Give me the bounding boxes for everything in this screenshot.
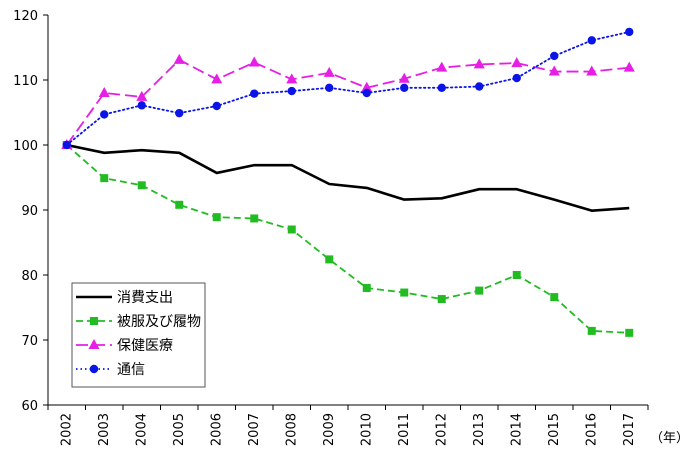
data-point	[137, 101, 146, 110]
data-point	[512, 271, 521, 279]
legend-label: 消費支出	[117, 290, 173, 306]
data-point	[511, 57, 523, 68]
x-tick-label: 2016	[584, 413, 599, 446]
data-point	[175, 108, 184, 118]
x-tick-label: 2014	[509, 413, 524, 446]
data-point	[400, 83, 409, 93]
x-tick-label: 2006	[209, 413, 224, 446]
data-point	[287, 86, 296, 96]
x-tick-label: 2009	[322, 413, 337, 446]
data-point	[475, 286, 484, 295]
series-1	[66, 143, 630, 212]
legend-item: 通信	[76, 362, 145, 378]
x-tick-label: 2012	[434, 413, 449, 446]
data-point	[248, 56, 260, 67]
legend-item: 消費支出	[76, 290, 173, 306]
legend-label: 通信	[117, 362, 145, 378]
series-line	[66, 144, 630, 334]
data-point	[212, 213, 221, 222]
x-tick-label: 2008	[284, 413, 299, 446]
data-point	[323, 66, 335, 77]
x-tick-label: 2002	[59, 413, 74, 446]
data-point	[362, 88, 371, 98]
legend-swatch-marker	[89, 364, 99, 374]
y-tick-label: 70	[21, 334, 38, 349]
y-tick-label: 80	[21, 269, 38, 284]
axes: 60 70 80 90 100 110 120 2002 2003 2004 2005 2006 200…	[13, 9, 649, 446]
data-point	[475, 82, 484, 91]
y-tick-label: 100	[13, 139, 38, 154]
x-tick-label: 2003	[97, 413, 112, 446]
x-tick-label: 2007	[247, 413, 262, 446]
data-point	[587, 36, 596, 45]
data-point	[473, 58, 485, 69]
data-point	[625, 328, 634, 337]
data-point	[361, 81, 373, 92]
data-point	[100, 174, 109, 183]
legend-swatch-marker	[88, 339, 100, 349]
data-point	[512, 73, 521, 83]
data-point	[437, 83, 446, 93]
series-line	[66, 143, 630, 212]
legend-label: 被服及び履物	[117, 314, 201, 330]
legend-item: 被服及び履物	[76, 314, 201, 330]
data-point	[625, 27, 634, 37]
data-point	[286, 73, 298, 84]
legend-label: 保健医療	[117, 337, 173, 354]
x-tick-label: 2004	[134, 413, 149, 446]
data-point	[400, 288, 409, 297]
x-tick-label: 2010	[359, 413, 374, 446]
x-tick-label: 2017	[622, 413, 637, 446]
data-point	[175, 200, 184, 209]
data-point	[250, 214, 259, 223]
data-point	[250, 89, 259, 98]
x-tick-label: 2011	[397, 413, 412, 446]
legend-item: 保健医療	[76, 337, 173, 354]
data-point	[623, 61, 635, 72]
data-point	[98, 87, 110, 97]
data-point	[212, 101, 221, 111]
data-point	[136, 90, 148, 101]
data-point	[325, 255, 334, 264]
data-point	[62, 140, 71, 150]
data-point	[550, 51, 559, 61]
x-tick-label: 2015	[547, 413, 562, 446]
data-point	[287, 225, 296, 234]
data-point	[362, 284, 371, 292]
data-point	[325, 83, 334, 93]
x-axis-unit-label: （年）	[650, 431, 684, 446]
y-tick-label: 120	[13, 9, 38, 24]
series-4	[62, 27, 634, 150]
series-group	[61, 27, 635, 337]
data-point	[548, 65, 560, 76]
data-point	[550, 293, 559, 302]
x-tick-label: 2005	[172, 413, 187, 446]
series-2	[62, 141, 634, 337]
data-point	[587, 326, 596, 335]
data-point	[586, 65, 598, 76]
y-tick-label: 60	[21, 399, 38, 414]
y-tick-label: 110	[13, 74, 38, 89]
y-tick-label: 90	[21, 204, 38, 219]
data-point	[211, 73, 223, 84]
data-point	[437, 295, 446, 304]
x-tick-label: 2013	[472, 413, 487, 446]
data-point	[137, 181, 146, 190]
legend-swatch-marker	[90, 317, 98, 325]
data-point	[398, 72, 410, 83]
series-line	[66, 58, 630, 146]
data-point	[100, 110, 109, 119]
data-point	[173, 53, 185, 64]
data-point	[436, 61, 448, 72]
series-line	[65, 30, 631, 146]
series-3	[61, 53, 635, 149]
